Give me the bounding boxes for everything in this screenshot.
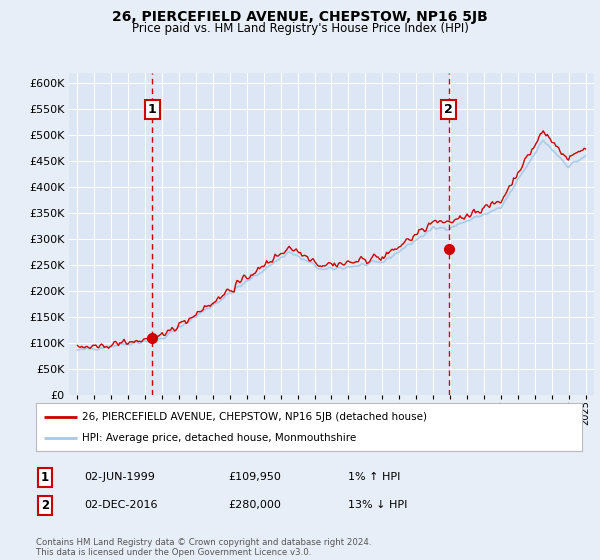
Text: Price paid vs. HM Land Registry's House Price Index (HPI): Price paid vs. HM Land Registry's House … (131, 22, 469, 35)
Text: 02-JUN-1999: 02-JUN-1999 (84, 472, 155, 482)
Text: Contains HM Land Registry data © Crown copyright and database right 2024.
This d: Contains HM Land Registry data © Crown c… (36, 538, 371, 557)
Text: 1: 1 (41, 470, 49, 484)
Text: 2: 2 (41, 498, 49, 512)
Text: £109,950: £109,950 (228, 472, 281, 482)
Text: 26, PIERCEFIELD AVENUE, CHEPSTOW, NP16 5JB: 26, PIERCEFIELD AVENUE, CHEPSTOW, NP16 5… (112, 10, 488, 24)
Text: 1% ↑ HPI: 1% ↑ HPI (348, 472, 400, 482)
Text: 2: 2 (445, 102, 453, 116)
Text: HPI: Average price, detached house, Monmouthshire: HPI: Average price, detached house, Monm… (82, 433, 356, 444)
Text: 1: 1 (148, 102, 157, 116)
Text: £280,000: £280,000 (228, 500, 281, 510)
Text: 02-DEC-2016: 02-DEC-2016 (84, 500, 157, 510)
Text: 13% ↓ HPI: 13% ↓ HPI (348, 500, 407, 510)
Text: 26, PIERCEFIELD AVENUE, CHEPSTOW, NP16 5JB (detached house): 26, PIERCEFIELD AVENUE, CHEPSTOW, NP16 5… (82, 412, 427, 422)
